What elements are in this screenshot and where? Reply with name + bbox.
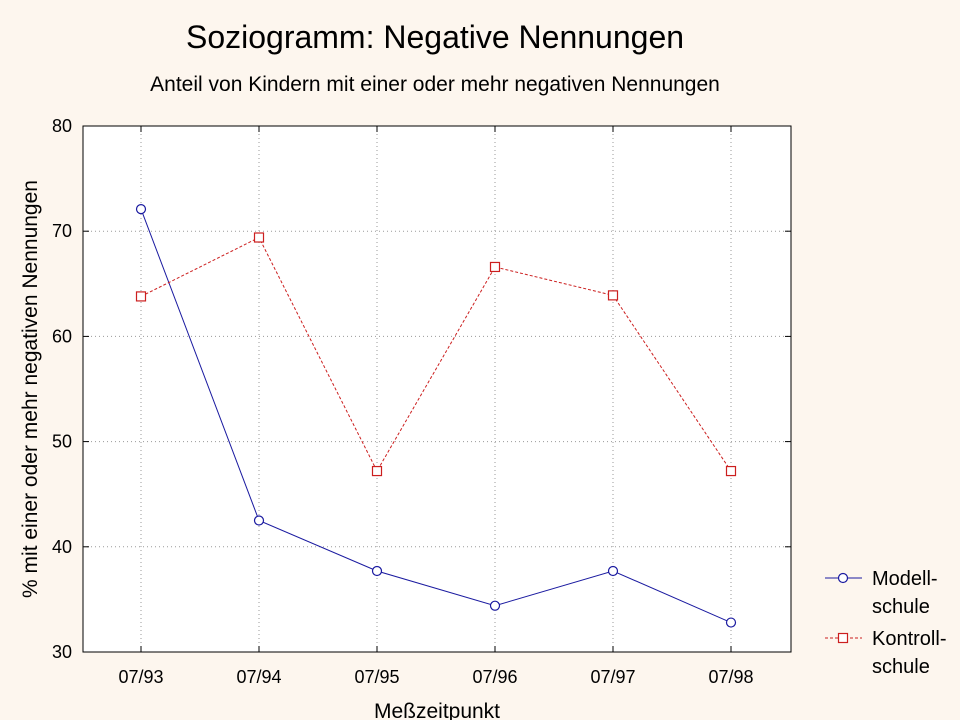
data-point-circle (725, 617, 737, 628)
series-line-0 (140, 208, 732, 624)
x-tick-label: 07/96 (472, 667, 517, 687)
y-axis-ticks: 30 40 50 60 70 80 (52, 116, 791, 662)
y-tick-label: 70 (52, 221, 72, 241)
data-point-square (253, 232, 265, 243)
data-point-circle (607, 565, 619, 577)
data-point-square (725, 465, 737, 477)
x-tick-label: 07/97 (590, 667, 635, 687)
y-tick-label: 40 (52, 537, 72, 557)
data-point-circle (135, 204, 147, 215)
series-line-1 (140, 236, 732, 473)
x-tick-label: 07/94 (236, 667, 281, 687)
legend-marker-circle (837, 572, 849, 584)
data-point-circle (253, 515, 265, 526)
legend-marker-square (837, 632, 849, 644)
chart-title: Soziogramm: Negative Nennungen (186, 19, 684, 55)
legend-label: schule (872, 656, 930, 678)
y-tick-label: 50 (52, 432, 72, 452)
legend: Modell-schule Kontroll-schule (825, 568, 946, 678)
data-point-square (607, 290, 619, 301)
x-tick-label: 07/95 (354, 667, 399, 687)
y-tick-label: 30 (52, 642, 72, 662)
data-point-square (135, 291, 147, 302)
legend-label: Modell- (872, 568, 938, 590)
x-tick-label: 07/98 (708, 667, 753, 687)
data-point-square (489, 261, 501, 273)
x-axis-ticks: 07/93 07/94 07/95 07/96 07/97 07/98 (118, 126, 754, 687)
y-tick-label: 60 (52, 326, 72, 346)
data-point-circle (489, 600, 501, 611)
y-tick-label: 80 (52, 116, 72, 136)
chart-subtitle: Anteil von Kindern mit einer oder mehr n… (150, 73, 720, 96)
data-point-square (371, 465, 383, 477)
x-tick-label: 07/93 (118, 667, 163, 687)
legend-label: Kontroll- (872, 628, 946, 650)
legend-label: schule (872, 596, 930, 618)
data-point-circle (371, 565, 383, 577)
series-group (135, 204, 737, 628)
x-axis-label: Meßzeitpunkt (374, 700, 500, 720)
y-axis-label: % mit einer oder mehr negativen Nennunge… (19, 180, 42, 598)
plot-area (82, 125, 792, 653)
